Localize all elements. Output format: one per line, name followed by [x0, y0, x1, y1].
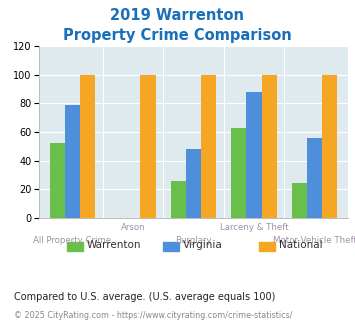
Text: All Property Crime: All Property Crime [33, 236, 111, 245]
Bar [307, 138, 322, 218]
Bar [322, 75, 337, 218]
Text: National: National [279, 240, 322, 250]
Text: Warrenton: Warrenton [87, 240, 142, 250]
Text: Compared to U.S. average. (U.S. average equals 100): Compared to U.S. average. (U.S. average … [14, 292, 275, 302]
Text: Burglary: Burglary [175, 236, 212, 245]
Text: © 2025 CityRating.com - https://www.cityrating.com/crime-statistics/: © 2025 CityRating.com - https://www.city… [14, 311, 293, 320]
Text: Property Crime Comparison: Property Crime Comparison [63, 28, 292, 43]
Bar [50, 144, 65, 218]
Text: Motor Vehicle Theft: Motor Vehicle Theft [273, 236, 355, 245]
Bar [65, 105, 80, 218]
Bar [292, 183, 307, 218]
Bar [186, 149, 201, 218]
Text: Arson: Arson [121, 223, 145, 232]
Bar [80, 75, 95, 218]
Bar [246, 92, 262, 218]
Text: 2019 Warrenton: 2019 Warrenton [110, 8, 245, 23]
Bar [141, 75, 155, 218]
Bar [171, 181, 186, 218]
Text: Virginia: Virginia [183, 240, 223, 250]
Bar [231, 128, 246, 218]
Bar [201, 75, 216, 218]
Bar [262, 75, 277, 218]
Text: Larceny & Theft: Larceny & Theft [220, 223, 288, 232]
